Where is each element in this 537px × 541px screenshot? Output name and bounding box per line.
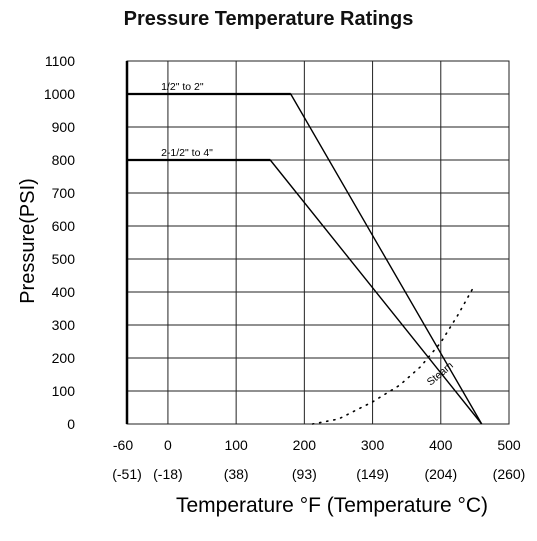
x-tick-label: 200 — [293, 437, 317, 453]
y-tick-label: 900 — [52, 119, 76, 135]
x-tick-label-celsius: (204) — [424, 466, 457, 482]
x-tick-label: 0 — [164, 437, 172, 453]
y-tick-label: 600 — [52, 218, 76, 234]
y-tick-label: 1000 — [44, 86, 75, 102]
x-tick-label-celsius: (93) — [292, 466, 317, 482]
x-tick-label-celsius: (260) — [493, 466, 526, 482]
x-tick-label: 500 — [497, 437, 521, 453]
chart-title: Pressure Temperature Ratings — [123, 8, 414, 30]
y-tick-label: 700 — [52, 185, 76, 201]
x-tick-label-celsius: (149) — [356, 466, 389, 482]
x-tick-label: 100 — [224, 437, 248, 453]
y-tick-label: 300 — [52, 317, 76, 333]
y-tick-label: 100 — [52, 383, 76, 399]
y-tick-label: 500 — [52, 251, 76, 267]
series-label-two-half-to-four: 2-1/2" to 4" — [161, 147, 213, 159]
x-tick-label: 300 — [361, 437, 385, 453]
y-axis-label: Pressure(PSI) — [17, 178, 39, 304]
y-tick-label: 800 — [52, 152, 76, 168]
x-tick-label: 400 — [429, 437, 453, 453]
x-tick-label: -60 — [113, 437, 133, 453]
y-tick-label: 200 — [52, 350, 76, 366]
x-tick-label-celsius: (-51) — [112, 466, 142, 482]
x-tick-label-celsius: (38) — [224, 466, 249, 482]
y-tick-label: 0 — [67, 416, 75, 432]
y-tick-label: 400 — [52, 284, 76, 300]
series-label-half-to-two: 1/2" to 2" — [161, 81, 204, 93]
x-axis-label: Temperature °F (Temperature °C) — [176, 494, 488, 517]
x-tick-label-celsius: (-18) — [153, 466, 183, 482]
y-tick-label: 1100 — [45, 53, 75, 69]
